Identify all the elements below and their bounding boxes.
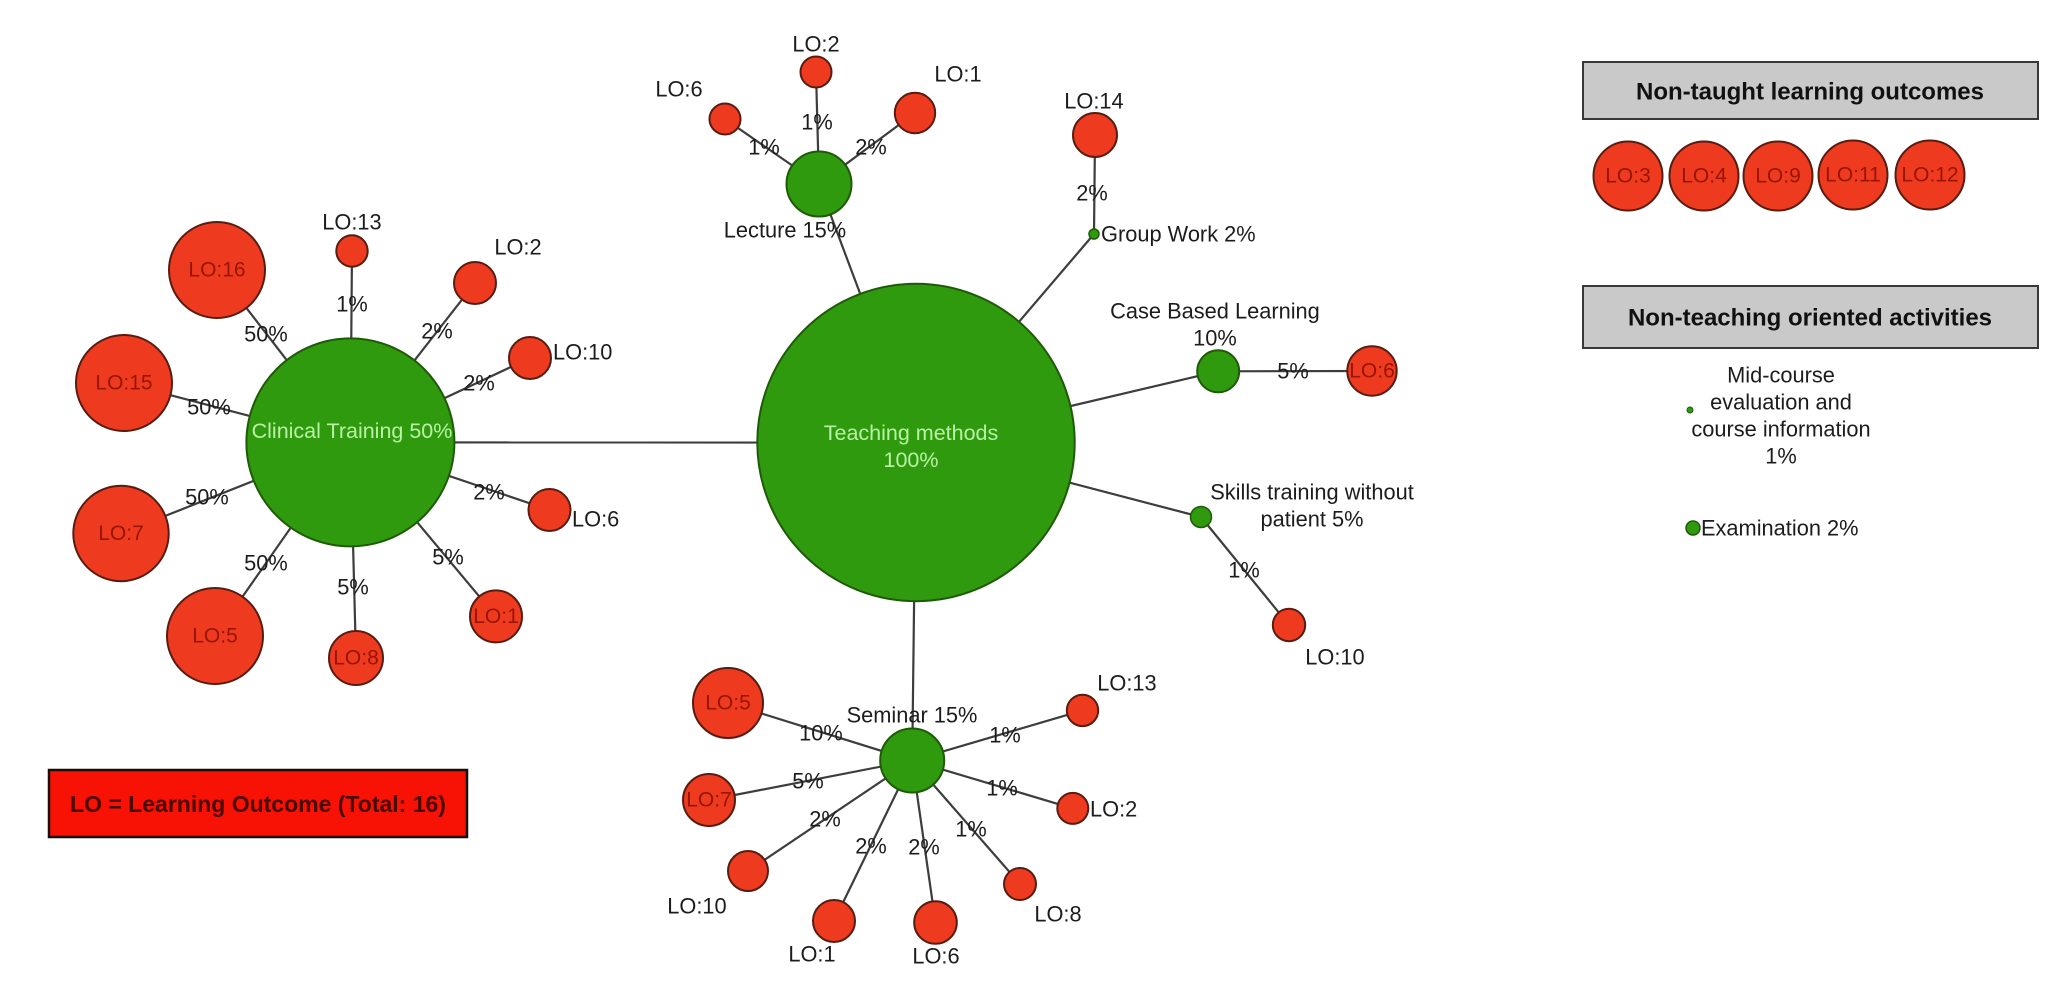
svg-text:LO:16: LO:16 <box>188 259 245 282</box>
svg-text:LO:2: LO:2 <box>792 32 839 57</box>
svg-text:1%: 1% <box>989 723 1021 748</box>
svg-text:LO:10: LO:10 <box>667 894 726 919</box>
svg-text:2%: 2% <box>473 480 505 505</box>
svg-text:2%: 2% <box>421 319 453 344</box>
svg-text:LO = Learning Outcome (Total:: LO = Learning Outcome (Total: 16) <box>70 791 446 817</box>
svg-text:50%: 50% <box>187 395 231 420</box>
svg-text:LO:14: LO:14 <box>1064 89 1123 114</box>
svg-text:LO:10: LO:10 <box>1305 645 1364 670</box>
svg-text:patient 5%: patient 5% <box>1260 507 1363 532</box>
svg-text:LO:15: LO:15 <box>95 372 152 395</box>
svg-text:5%: 5% <box>337 575 369 600</box>
svg-text:Examination 2%: Examination 2% <box>1701 516 1859 541</box>
svg-text:LO:8: LO:8 <box>1034 902 1081 927</box>
svg-text:LO:13: LO:13 <box>1097 671 1156 696</box>
svg-text:5%: 5% <box>432 545 464 570</box>
svg-text:LO:13: LO:13 <box>322 210 381 235</box>
svg-text:2%: 2% <box>855 834 887 859</box>
svg-text:2%: 2% <box>809 807 841 832</box>
svg-text:1%: 1% <box>336 292 368 317</box>
svg-text:LO:5: LO:5 <box>705 692 751 715</box>
svg-text:2%: 2% <box>463 371 495 396</box>
svg-text:50%: 50% <box>244 551 288 576</box>
svg-text:LO:6: LO:6 <box>912 944 959 969</box>
svg-text:50%: 50% <box>244 322 288 347</box>
svg-text:LO:2: LO:2 <box>494 235 541 260</box>
svg-text:LO:6: LO:6 <box>572 507 619 532</box>
svg-text:1%: 1% <box>801 110 833 135</box>
svg-text:Case Based Learning: Case Based Learning <box>1110 299 1320 324</box>
svg-text:Mid-course: Mid-course <box>1727 363 1835 388</box>
svg-text:LO:11: LO:11 <box>1825 164 1881 187</box>
svg-text:50%: 50% <box>185 485 229 510</box>
svg-text:LO:2: LO:2 <box>1090 797 1137 822</box>
svg-text:Lecture 15%: Lecture 15% <box>724 218 846 243</box>
svg-text:LO:8: LO:8 <box>333 647 379 670</box>
svg-text:Teaching methods: Teaching methods <box>824 421 999 445</box>
svg-text:course information: course information <box>1691 417 1870 442</box>
svg-text:1%: 1% <box>955 817 987 842</box>
svg-text:LO:1: LO:1 <box>473 605 519 628</box>
svg-text:Seminar 15%: Seminar 15% <box>847 703 978 728</box>
svg-text:LO:6: LO:6 <box>655 77 702 102</box>
svg-text:LO:7: LO:7 <box>686 789 732 812</box>
svg-text:Clinical Training 50%: Clinical Training 50% <box>252 419 453 443</box>
svg-text:Non-taught learning outcomes: Non-taught learning outcomes <box>1636 79 1984 106</box>
svg-text:1%: 1% <box>1765 444 1797 469</box>
svg-text:LO:6: LO:6 <box>1349 360 1395 383</box>
svg-text:Skills training without: Skills training without <box>1210 480 1414 505</box>
svg-text:LO:10: LO:10 <box>553 340 612 365</box>
svg-text:5%: 5% <box>792 769 824 794</box>
svg-text:1%: 1% <box>986 776 1018 801</box>
svg-text:1%: 1% <box>1228 558 1260 583</box>
svg-text:evaluation and: evaluation and <box>1710 390 1852 415</box>
svg-text:10%: 10% <box>799 721 843 746</box>
svg-text:5%: 5% <box>1277 359 1309 384</box>
svg-text:LO:1: LO:1 <box>788 942 835 967</box>
svg-text:LO:3: LO:3 <box>1605 165 1651 188</box>
svg-text:2%: 2% <box>855 135 887 160</box>
svg-text:Non-teaching oriented activiti: Non-teaching oriented activities <box>1628 305 1992 332</box>
svg-text:LO:9: LO:9 <box>1755 165 1801 188</box>
svg-text:LO:5: LO:5 <box>192 625 238 648</box>
svg-text:2%: 2% <box>1076 181 1108 206</box>
svg-text:Group Work 2%: Group Work 2% <box>1101 222 1256 247</box>
svg-text:LO:1: LO:1 <box>934 62 981 87</box>
svg-text:1%: 1% <box>748 135 780 160</box>
svg-text:2%: 2% <box>908 835 940 860</box>
svg-text:100%: 100% <box>884 448 939 472</box>
svg-text:10%: 10% <box>1193 326 1237 351</box>
svg-text:LO:12: LO:12 <box>1901 164 1958 187</box>
svg-text:LO:7: LO:7 <box>98 522 144 545</box>
svg-text:LO:4: LO:4 <box>1681 165 1727 188</box>
